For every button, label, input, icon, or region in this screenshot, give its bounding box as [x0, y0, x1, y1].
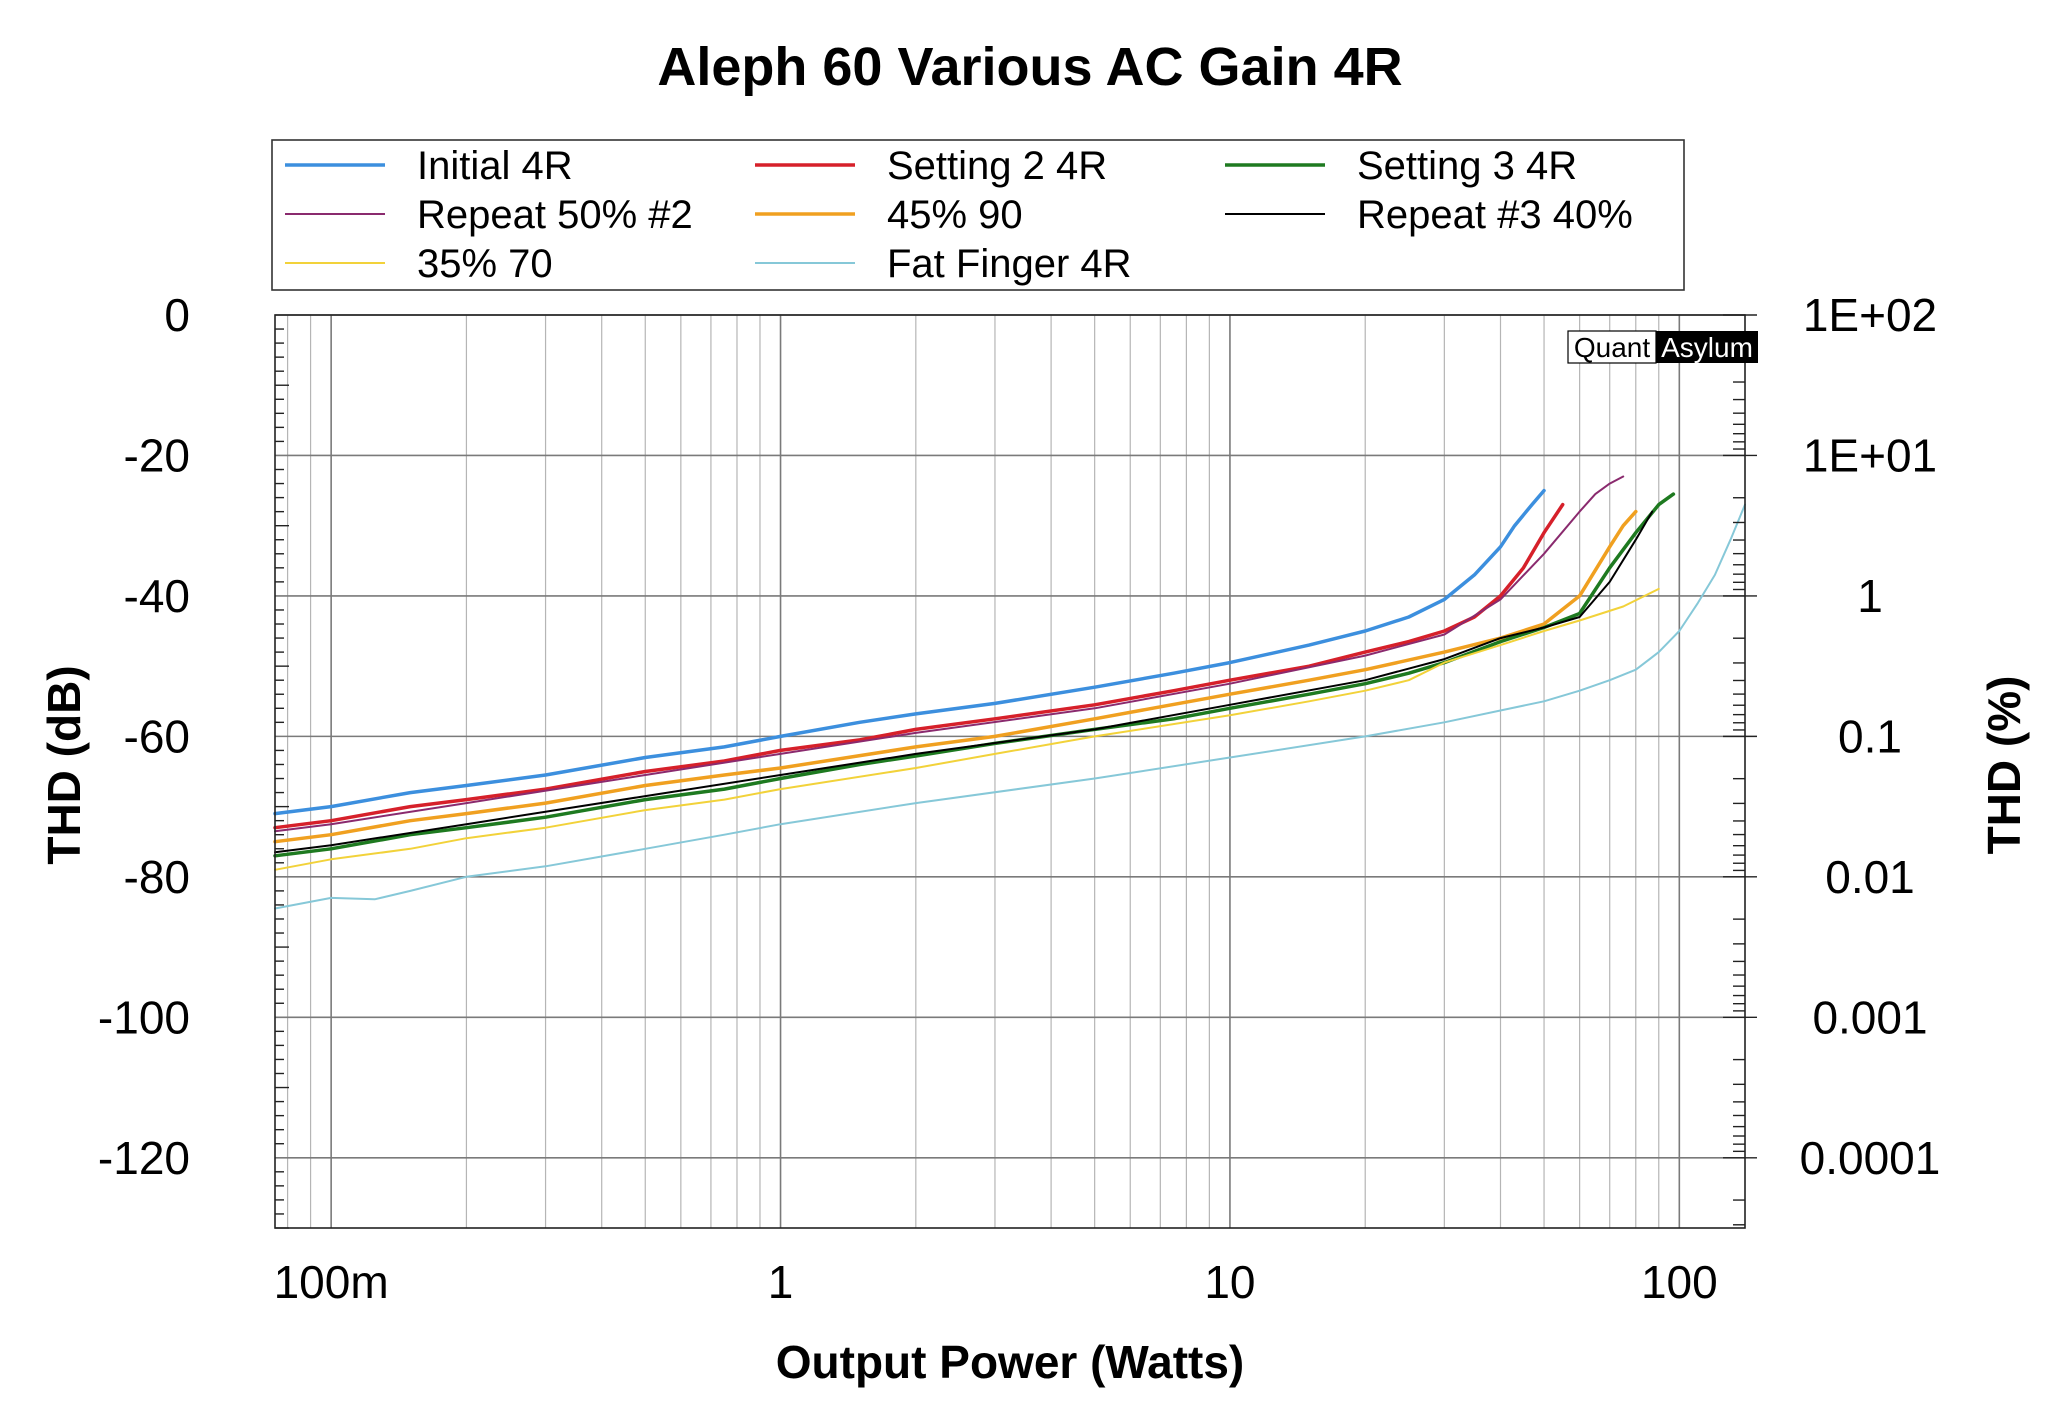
series-group: [273, 475, 1746, 910]
plot-grid: [275, 314, 1745, 1228]
y-tick-label: -120: [98, 1132, 190, 1184]
legend-label: 45% 90: [887, 193, 1023, 237]
series-line-2: [273, 502, 1565, 830]
watermark-asylum: Asylum: [1661, 332, 1753, 363]
y-tick-label: -80: [124, 851, 190, 903]
legend: Initial 4R Setting 2 4R Setting 3 4R Repeat…: [271, 139, 1685, 291]
series-line-3: [273, 492, 1676, 858]
watermark-quant: Quant: [1574, 332, 1650, 363]
plot-frame: [274, 314, 1746, 1229]
y-axis-title: THD (dB): [38, 665, 90, 864]
y2-tick-label: 0.001: [1812, 991, 1927, 1043]
series-line-1: [273, 488, 1546, 816]
legend-box: [271, 139, 1685, 291]
x-tick-label: 100: [1641, 1256, 1718, 1308]
legend-label: Initial 4R: [417, 144, 573, 188]
y2-tick-label: 1: [1857, 570, 1883, 622]
legend-label: Repeat #3 40%: [1357, 193, 1633, 237]
series-line-8: [274, 503, 1746, 910]
watermark-right-box: [1656, 331, 1758, 363]
legend-label: Setting 3 4R: [1357, 144, 1577, 188]
series-line-7: [274, 587, 1660, 871]
y2-tick-label: 0.1: [1838, 710, 1902, 762]
y-tick-label: -40: [124, 570, 190, 622]
axis-ticks: 100m 1 10 100 0 -20 -40 -60 -80 -100 -120 1E+02 1E+0…: [98, 289, 1940, 1308]
legend-label: Fat Finger 4R: [887, 242, 1132, 286]
y2-tick-label: 0.01: [1825, 851, 1915, 903]
y-tick-label: -60: [124, 710, 190, 762]
y2-tick-label: 1E+01: [1803, 429, 1937, 481]
series-line-4: [274, 475, 1625, 833]
series-line-5: [273, 509, 1638, 844]
x-tick-label: 10: [1204, 1256, 1255, 1308]
chart-title: Aleph 60 Various AC Gain 4R: [657, 37, 1402, 97]
y-tick-label: -20: [124, 429, 190, 481]
x-tick-label: 1: [768, 1256, 794, 1308]
x-tick-label: 100m: [274, 1256, 389, 1308]
legend-label: Repeat 50% #2: [417, 193, 693, 237]
quantasylum-watermark: Quant Asylum: [1567, 330, 1758, 364]
series-line-6: [274, 510, 1654, 854]
x-axis-title: Output Power (Watts): [776, 1336, 1244, 1388]
legend-label: Setting 2 4R: [887, 144, 1107, 188]
legend-label: 35% 70: [417, 242, 553, 286]
y2-tick-label: 1E+02: [1803, 289, 1937, 341]
y-tick-label: -100: [98, 991, 190, 1043]
y2-axis-title: THD (%): [1978, 676, 2030, 855]
y2-tick-label: 0.0001: [1800, 1132, 1941, 1184]
y-tick-label: 0: [164, 289, 190, 341]
